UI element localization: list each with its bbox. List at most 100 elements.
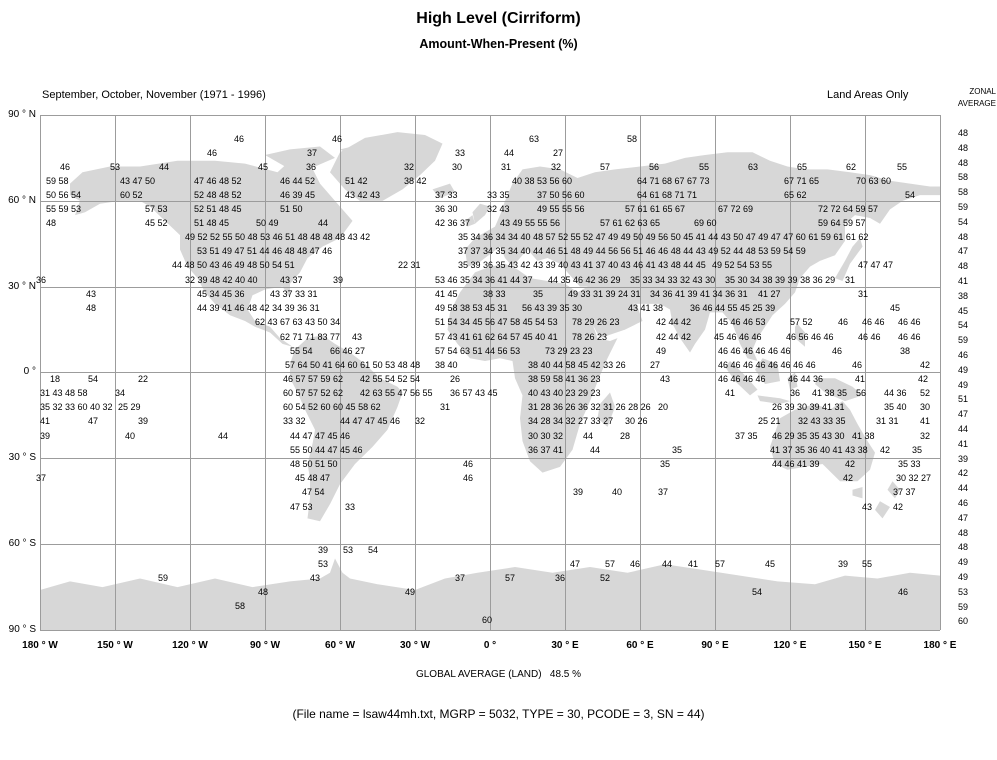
data-values-run: 44 [662, 559, 673, 569]
zonal-average-value: 58 [957, 187, 968, 198]
zonal-average-value: 53 [957, 586, 968, 597]
zonal-average-value: 45 [957, 305, 968, 316]
data-values-run: 65 62 [784, 190, 807, 200]
zonal-average-value: 47 [957, 512, 968, 523]
zonal-average-value: 49 [957, 572, 968, 582]
data-values-run: 60 57 57 52 62 [283, 388, 344, 398]
data-values-run: 46 56 46 46 [786, 332, 834, 342]
data-values-run: 30 [920, 402, 931, 412]
data-values-run: 52 [920, 388, 931, 398]
data-values-run: 36 57 43 45 [450, 388, 498, 398]
data-values-run: 44 [504, 148, 515, 158]
data-values-run: 41 38 35 [812, 388, 848, 398]
data-values-run: 58 [627, 134, 638, 144]
data-values-run: 32 43 33 35 [798, 416, 846, 426]
data-values-run: 54 [368, 545, 379, 555]
data-values-run: 30 32 27 [896, 473, 932, 483]
data-values-run: 65 [797, 162, 808, 172]
data-values-run: 57 [600, 162, 611, 172]
grid-line-latitude [40, 287, 940, 288]
data-values-run: 69 60 [694, 218, 717, 228]
data-values-run: 56 [856, 388, 867, 398]
data-values-run: 27 [650, 360, 661, 370]
lon-tick-label: 120 ° W [172, 640, 208, 651]
data-values-run: 42 [845, 459, 856, 469]
lat-tick-label: 90 ° N [8, 109, 36, 120]
data-values-run: 32 [551, 162, 562, 172]
data-values-run: 50 56 54 [46, 190, 82, 200]
data-values-run: 50 49 [256, 218, 279, 228]
lon-tick-label: 90 ° E [701, 640, 729, 651]
data-values-run: 46 46 46 46 46 46 46 46 [718, 360, 816, 370]
data-values-run: 31 31 [876, 416, 899, 426]
data-values-run: 43 [660, 374, 671, 384]
data-values-run: 54 [905, 190, 916, 200]
data-values-run: 53 [343, 545, 354, 555]
grid-line-latitude [40, 372, 940, 373]
data-values-run: 49 52 52 55 50 48 53 46 51 48 48 48 48 4… [185, 232, 371, 242]
page-title: High Level (Cirriform) [416, 10, 581, 27]
data-values-run: 42 [893, 502, 904, 512]
file-info-label: (File name = lsaw44mh.txt, MGRP = 5032, … [292, 707, 705, 721]
data-values-run: 39 [838, 559, 849, 569]
data-values-run: 30 30 32 [528, 431, 564, 441]
data-values-run: 41 [855, 374, 866, 384]
data-values-run: 46 46 [862, 317, 885, 327]
data-values-run: 45 48 47 [295, 473, 331, 483]
data-values-run: 46 44 52 [280, 176, 316, 186]
data-values-run: 39 [573, 487, 584, 497]
data-values-run: 44 [590, 445, 601, 455]
zonal-average-value: 54 [957, 216, 968, 227]
zonal-average-value: 47 [957, 409, 968, 420]
lon-tick-label: 90 ° W [249, 640, 281, 651]
data-values-run: 60 52 [120, 190, 143, 200]
data-values-run: 44 35 46 42 36 29 [548, 275, 621, 285]
lon-tick-label: 150 ° W [97, 640, 133, 651]
data-values-run: 45 [258, 162, 269, 172]
data-values-run: 57 52 [790, 317, 813, 327]
data-values-run: 35 32 33 60 40 32 [40, 402, 113, 412]
zonal-average-value: 60 [957, 616, 968, 627]
zonal-average-value: 48 [957, 527, 968, 538]
data-values-run: 48 [258, 587, 269, 597]
data-values-run: 46 39 45 [280, 190, 316, 200]
data-values-run: 32 [415, 416, 426, 426]
lon-tick-label: 150 ° E [848, 640, 882, 651]
data-values-run: 56 [649, 162, 660, 172]
data-values-run: 49 [405, 587, 416, 597]
global-average-label: GLOBAL AVERAGE (LAND) 48.5 % [415, 669, 582, 680]
data-values-run: 35 [660, 459, 671, 469]
data-values-run: 38 40 44 58 45 42 33 26 [528, 360, 626, 370]
data-values-run: 47 54 [302, 487, 325, 497]
data-values-run: 37 37 [893, 487, 916, 497]
data-values-run: 35 33 [898, 459, 921, 469]
data-values-run: 26 [450, 374, 461, 384]
data-values-run: 41 27 [758, 289, 781, 299]
data-values-run: 36 46 44 55 45 25 39 [690, 303, 776, 313]
grid-line-longitude [940, 115, 941, 630]
lon-tick-label: 60 ° W [324, 640, 356, 651]
data-values-run: 37 [658, 487, 669, 497]
lat-tick-label: 30 ° S [8, 452, 36, 463]
data-values-run: 41 37 35 36 40 41 43 38 [770, 445, 868, 455]
data-values-run: 45 46 46 46 [714, 332, 762, 342]
lat-tick-label: 90 ° S [8, 624, 36, 635]
data-values-run: 66 46 27 [330, 346, 366, 356]
lat-tick-label: 60 ° N [8, 195, 36, 206]
data-values-run: 32 43 [487, 204, 510, 214]
data-values-run: 48 [86, 303, 97, 313]
data-values-run: 34 28 34 32 27 33 27 [528, 416, 614, 426]
data-values-run: 42 [920, 360, 931, 370]
data-values-run: 36 37 41 [528, 445, 564, 455]
zonal-average-value: 38 [957, 290, 968, 301]
continent-north-america [70, 160, 353, 347]
data-values-run: 41 [688, 559, 699, 569]
data-values-run: 36 [306, 162, 317, 172]
data-values-run: 30 26 [625, 416, 648, 426]
zonal-average-value: 48 [957, 542, 968, 553]
data-values-run: 35 30 34 38 39 39 38 36 29 [725, 275, 836, 285]
data-values-run: 31 [501, 162, 512, 172]
data-values-run: 59 [158, 573, 169, 583]
data-values-run: 26 39 30 39 41 31 [772, 402, 845, 412]
data-values-run: 38 33 [483, 289, 506, 299]
